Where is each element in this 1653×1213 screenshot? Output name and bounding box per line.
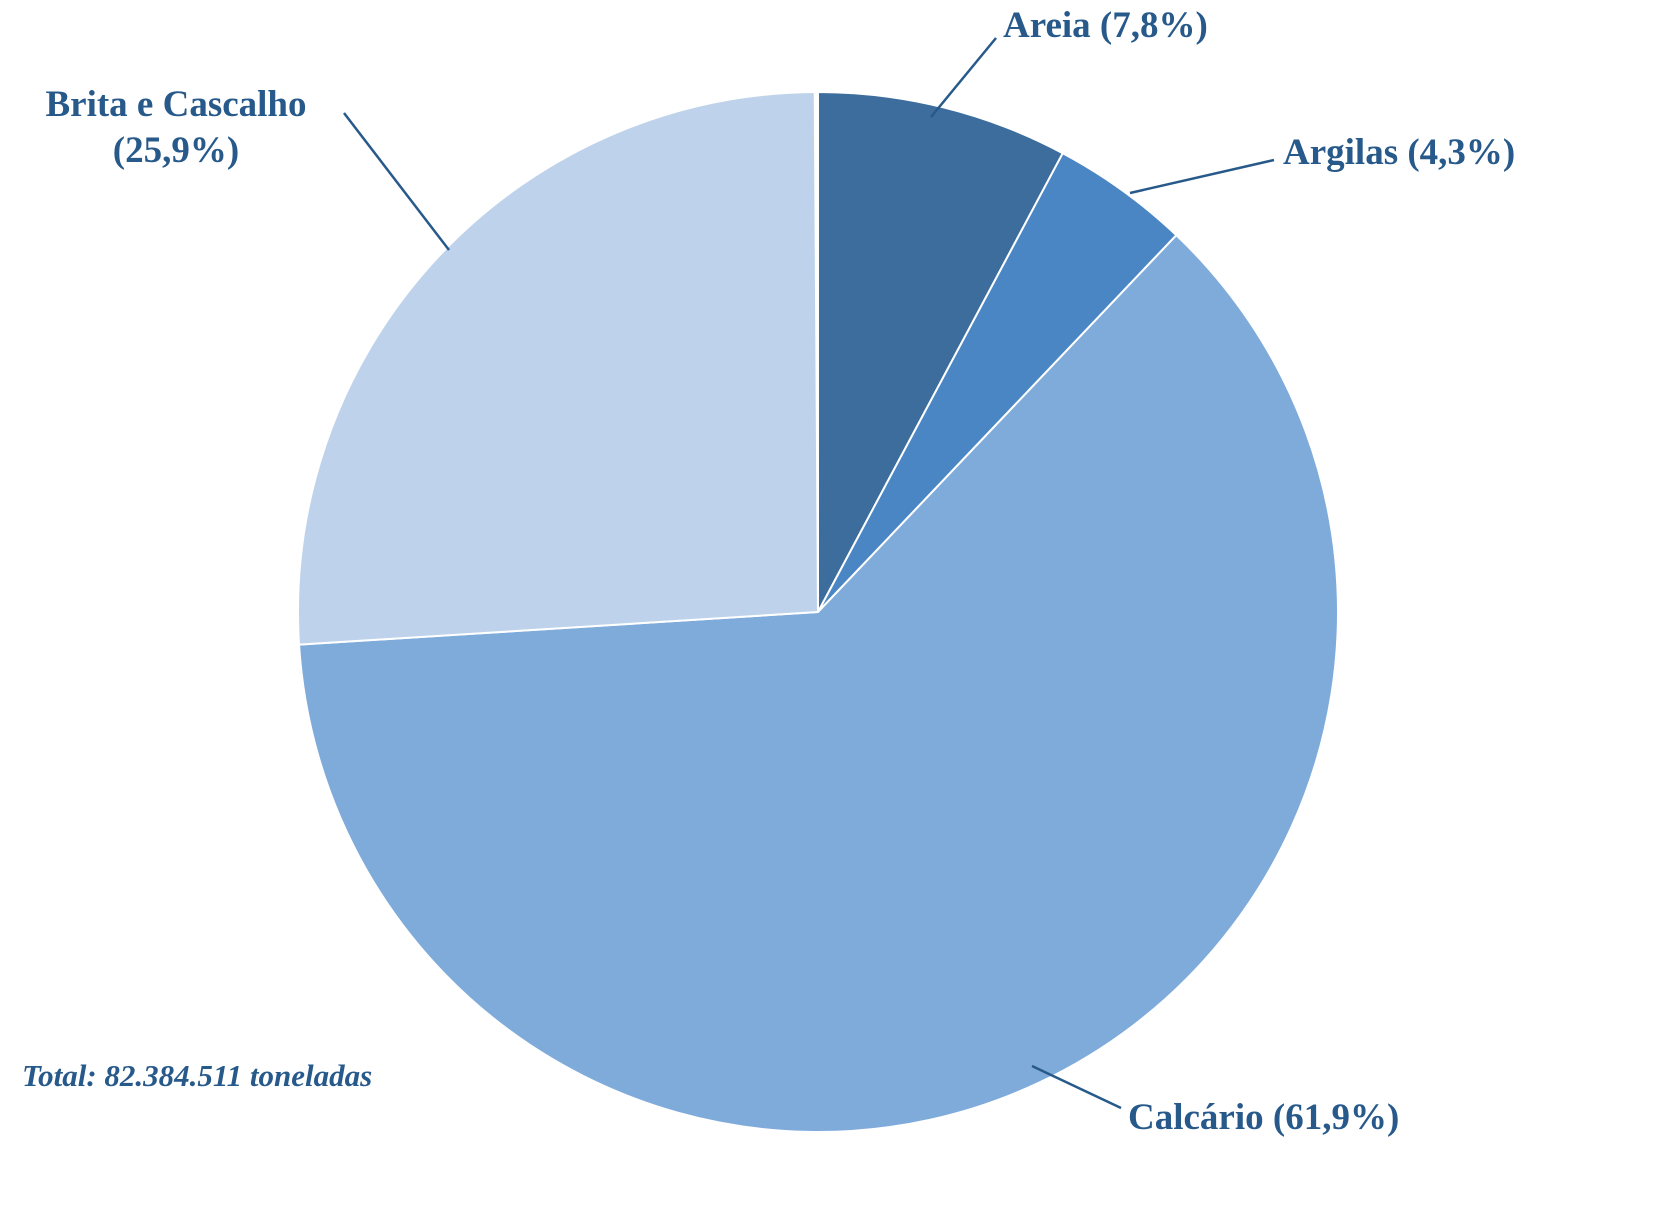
slice-label-areia: Areia (7,8%) <box>1003 5 1208 46</box>
pie-slices-group <box>297 91 1339 1133</box>
total-label: Total: 82.384.511 toneladas <box>22 1058 373 1093</box>
pie-slice-calcario <box>298 234 1339 1133</box>
pie-slice-brita <box>297 91 819 646</box>
slice-label-brita-line2: (25,9%) <box>112 130 240 172</box>
slice-label-brita-line1: Brita e Cascalho <box>45 84 307 125</box>
leader-line-brita <box>343 112 450 251</box>
slice-label-calcario: Calcário (61,9%) <box>1128 1097 1400 1138</box>
pie-slice-areia <box>817 91 1064 613</box>
slice-label-argilas: Argilas (4,3%) <box>1283 132 1516 173</box>
leader-line-calcario <box>1031 1064 1122 1110</box>
leader-line-argilas <box>1129 158 1275 195</box>
leader-line-areia <box>930 37 997 118</box>
slice-label-brita: Brita e Cascalho (25,9%) <box>0 82 352 175</box>
